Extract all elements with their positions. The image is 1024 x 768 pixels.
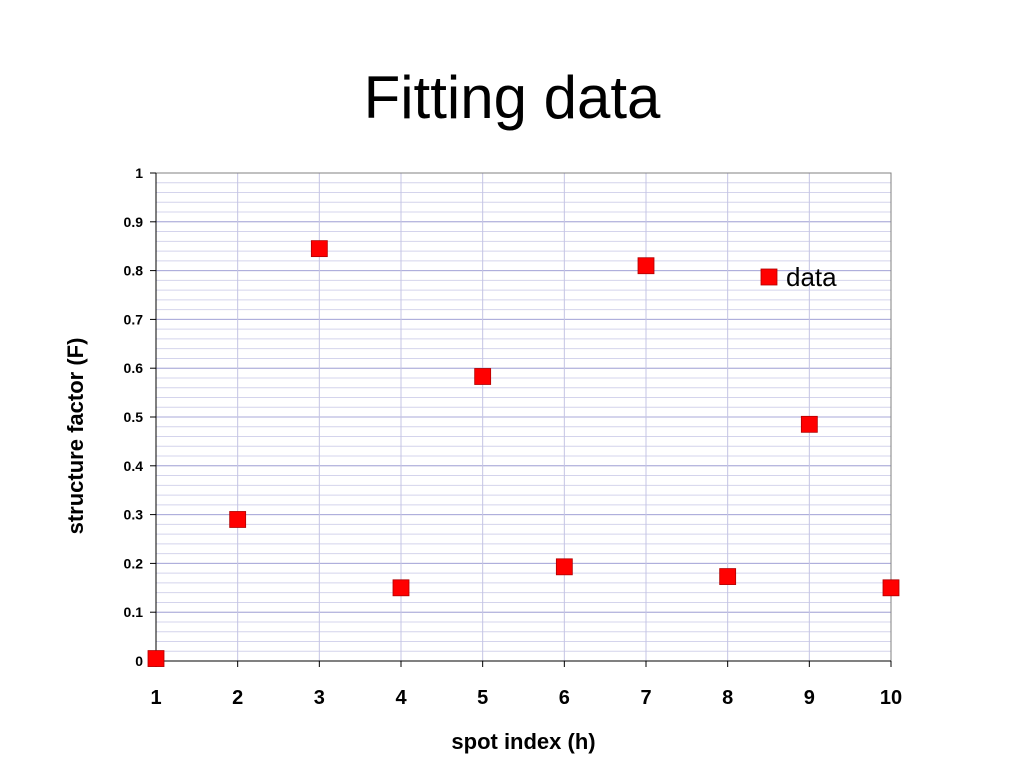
y-tick-label: 0.7 xyxy=(124,311,144,327)
data-point xyxy=(882,579,900,597)
y-tick-label: 0.8 xyxy=(124,263,144,279)
x-axis-ticks: 1 2 3 4 5 6 7 8 9 10 xyxy=(150,660,902,709)
data-point xyxy=(555,558,573,576)
y-axis-ticks: 0 0.1 0.2 0.3 0.4 0.5 0.6 0.7 0.8 0.9 1 xyxy=(124,165,157,669)
legend-marker xyxy=(760,268,778,286)
x-tick-label: 8 xyxy=(722,687,733,709)
x-tick-label: 4 xyxy=(395,687,407,709)
data-point xyxy=(637,257,655,275)
x-tick-label: 6 xyxy=(559,687,570,709)
y-tick-label: 0.4 xyxy=(124,458,144,474)
y-tick-label: 0.1 xyxy=(124,604,144,620)
y-tick-label: 0 xyxy=(135,653,143,669)
y-tick-label: 0.3 xyxy=(124,507,144,523)
x-tick-label: 10 xyxy=(880,687,902,709)
x-tick-label: 2 xyxy=(232,687,243,709)
legend: data xyxy=(760,262,837,292)
y-tick-label: 1 xyxy=(135,165,143,181)
chart-title: Fitting data xyxy=(363,64,661,131)
legend-label: data xyxy=(786,262,837,292)
x-tick-label: 1 xyxy=(150,687,161,709)
data-point xyxy=(474,368,492,385)
x-tick-label: 3 xyxy=(314,687,325,709)
y-tick-label: 0.6 xyxy=(124,360,144,376)
x-tick-label: 9 xyxy=(804,687,815,709)
data-point xyxy=(800,415,818,433)
grid-major xyxy=(155,172,892,662)
data-point xyxy=(719,568,737,585)
data-points xyxy=(147,240,900,667)
data-point xyxy=(147,650,165,667)
data-point xyxy=(392,579,410,597)
y-axis-label: structure factor (F) xyxy=(63,338,88,535)
x-tick-label: 7 xyxy=(640,687,651,709)
y-tick-label: 0.2 xyxy=(124,555,144,571)
data-point xyxy=(229,511,247,528)
x-tick-label: 5 xyxy=(477,687,488,709)
data-point xyxy=(310,240,328,258)
x-axis-label: spot index (h) xyxy=(451,729,595,754)
y-tick-label: 0.5 xyxy=(124,409,144,425)
y-tick-label: 0.9 xyxy=(124,214,144,230)
